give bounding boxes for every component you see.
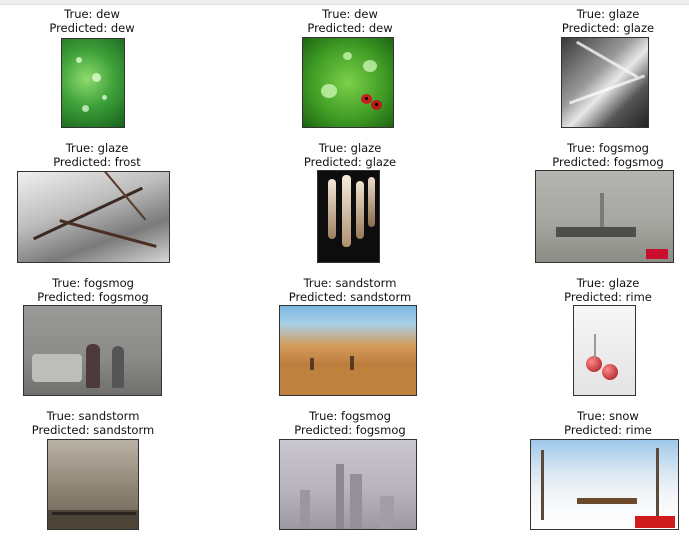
true-label: True: sandstorm <box>46 409 140 423</box>
predicted-label: Predicted: dew <box>49 21 135 35</box>
predicted-label: Predicted: glaze <box>561 21 655 35</box>
predicted-label: Predicted: rime <box>564 423 652 437</box>
cell-10-caption: True: sandstorm Predicted: sandstorm <box>28 409 158 437</box>
true-label: True: sandstorm <box>303 276 397 290</box>
predicted-label: Predicted: fogsmog <box>552 155 664 169</box>
cell-5-caption: True: glaze Predicted: glaze <box>295 141 405 169</box>
image-glaze-twigs <box>17 171 170 263</box>
cell-6-caption: True: fogsmog Predicted: fogsmog <box>543 141 673 169</box>
cell-12-caption: True: snow Predicted: rime <box>553 409 663 437</box>
image-fogsmog-street <box>23 305 162 396</box>
predicted-label: Predicted: dew <box>307 21 393 35</box>
predicted-label: Predicted: glaze <box>303 155 397 169</box>
predicted-label: Predicted: fogsmog <box>37 290 149 304</box>
cell-3-caption: True: glaze Predicted: glaze <box>553 7 663 35</box>
true-label: True: snow <box>577 409 639 423</box>
true-label: True: glaze <box>576 276 640 290</box>
cell-1-caption: True: dew Predicted: dew <box>42 7 142 35</box>
image-fogsmog-city <box>279 439 417 530</box>
true-label: True: glaze <box>65 141 129 155</box>
cell-8-caption: True: sandstorm Predicted: sandstorm <box>275 276 425 304</box>
image-snow-park <box>530 439 679 530</box>
true-label: True: glaze <box>576 7 640 21</box>
predicted-label: Predicted: fogsmog <box>294 423 406 437</box>
cell-7-caption: True: fogsmog Predicted: fogsmog <box>28 276 158 304</box>
cell-11-caption: True: fogsmog Predicted: fogsmog <box>285 409 415 437</box>
cell-9-caption: True: glaze Predicted: rime <box>553 276 663 304</box>
true-label: True: glaze <box>318 141 382 155</box>
image-dew-leaf <box>61 38 125 128</box>
image-sandstorm-desert <box>279 305 417 396</box>
image-glaze-icicles <box>317 170 380 263</box>
true-label: True: fogsmog <box>52 276 134 290</box>
predicted-label: Predicted: sandstorm <box>288 290 412 304</box>
image-glaze-branch <box>561 37 649 128</box>
image-glaze-cherries <box>573 305 636 396</box>
predicted-label: Predicted: sandstorm <box>31 423 155 437</box>
image-dew-ladybugs <box>302 37 394 128</box>
predicted-label: Predicted: rime <box>564 290 652 304</box>
image-sandstorm-dust <box>47 439 139 530</box>
top-divider <box>0 0 689 5</box>
true-label: True: dew <box>322 7 378 21</box>
true-label: True: dew <box>64 7 120 21</box>
image-fogsmog-harbor <box>535 170 674 263</box>
true-label: True: fogsmog <box>567 141 649 155</box>
true-label: True: fogsmog <box>309 409 391 423</box>
predicted-label: Predicted: frost <box>53 155 141 169</box>
cell-2-caption: True: dew Predicted: dew <box>295 7 405 35</box>
cell-4-caption: True: glaze Predicted: frost <box>42 141 152 169</box>
